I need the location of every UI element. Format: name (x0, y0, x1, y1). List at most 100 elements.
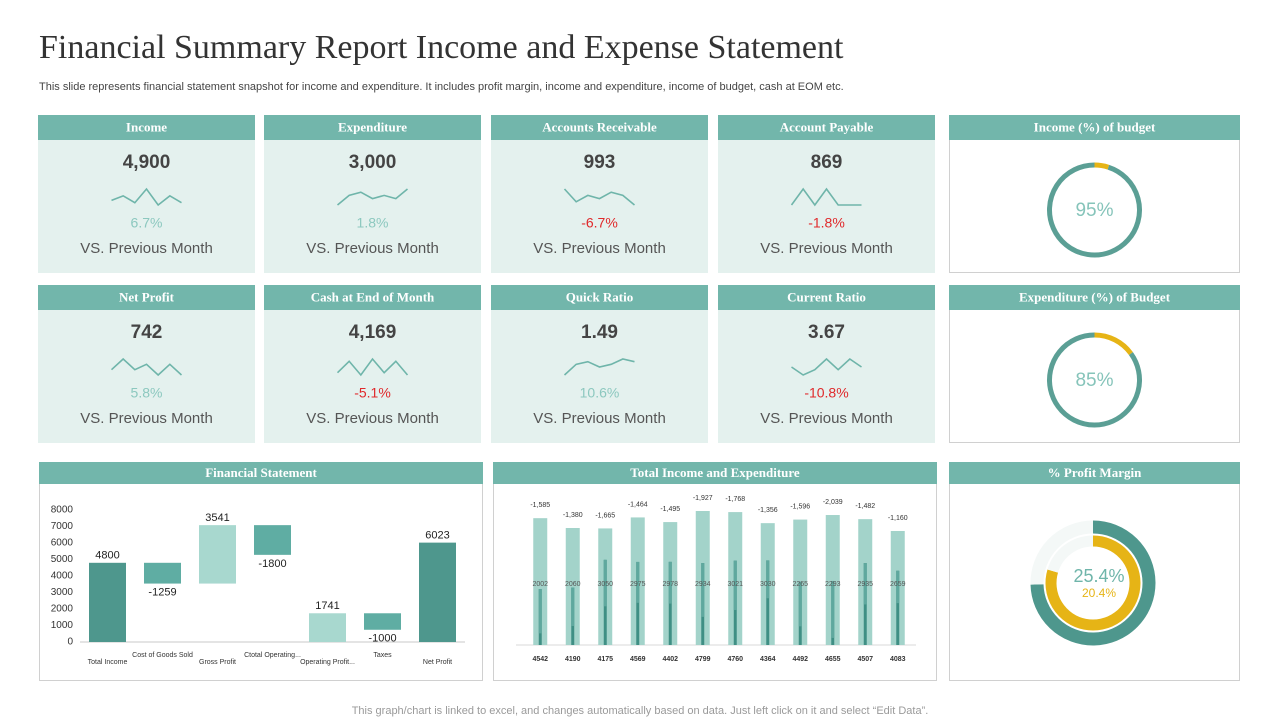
data-label: -1,768 (725, 496, 745, 503)
kpi-change: -5.1% (354, 385, 391, 401)
x-tick-label: Ctotal Operating... (244, 652, 301, 659)
data-label: 4364 (760, 656, 776, 663)
data-label: -1,596 (790, 503, 810, 510)
kpi-caption: VS. Previous Month (760, 240, 893, 257)
panel-header (264, 285, 481, 310)
x-tick-label: Taxes (373, 652, 392, 659)
panel-title: Expenditure (%) of Budget (1019, 289, 1171, 304)
panel-title: Income (%) of budget (1034, 119, 1156, 134)
sparkline (110, 357, 183, 377)
data-label: 4492 (792, 656, 808, 663)
difference-bar (798, 581, 802, 627)
data-label: -1,585 (530, 502, 550, 509)
gauge-panel (949, 285, 1240, 443)
y-tick-label: 7000 (51, 521, 74, 532)
donut-label: 25.4% (1073, 566, 1124, 586)
kpi-change: 1.8% (357, 215, 389, 231)
data-label: 3030 (760, 581, 776, 588)
x-tick-label: Cost of Goods Sold (132, 652, 193, 659)
expense-bar (766, 560, 770, 645)
data-label: -1,927 (693, 495, 713, 502)
data-label: -1000 (368, 633, 396, 645)
panel-title: Quick Ratio (566, 289, 634, 304)
footer-note: This graph/chart is linked to excel, and… (352, 705, 929, 717)
sparkline (336, 357, 409, 377)
kpi-caption: VS. Previous Month (533, 240, 666, 257)
gauge-arc (1047, 332, 1142, 428)
panel-title: Current Ratio (787, 289, 866, 304)
kpi-value: 869 (811, 152, 843, 173)
kpi-card (264, 115, 481, 273)
kpi-card (491, 285, 708, 443)
difference-bar (863, 563, 867, 605)
gauge-label: 85% (1075, 370, 1113, 391)
donut-remainder (1030, 520, 1156, 646)
sparkline (563, 358, 635, 376)
panel-header (39, 462, 483, 484)
kpi-caption: VS. Previous Month (80, 240, 213, 257)
kpi-change: 10.6% (580, 385, 620, 401)
expense-bar (636, 561, 640, 645)
data-label: 2935 (857, 581, 873, 588)
data-label: -1,665 (595, 512, 615, 519)
y-tick-label: 8000 (51, 505, 74, 516)
data-label: 4760 (727, 656, 743, 663)
kpi-change: 5.8% (131, 385, 163, 401)
panel-header (949, 462, 1240, 484)
data-label: -1,482 (855, 503, 875, 510)
waterfall-bar (254, 525, 291, 555)
gauge-panel (949, 115, 1240, 273)
difference-bar (766, 560, 770, 599)
panel-header (718, 115, 935, 140)
sparkline (111, 187, 182, 207)
kpi-value: 3.67 (808, 322, 845, 343)
donut-remainder (1045, 535, 1141, 631)
data-label: -1,160 (888, 515, 908, 522)
panel-title: Accounts Receivable (542, 119, 657, 134)
data-label: 2265 (792, 581, 808, 588)
waterfall-bar (364, 613, 401, 630)
data-label: 2293 (825, 581, 841, 588)
difference-bar (701, 563, 705, 617)
y-tick-label: 6000 (51, 538, 74, 549)
gauge-label: 95% (1075, 200, 1113, 221)
difference-bar (831, 580, 835, 638)
kpi-caption: VS. Previous Month (306, 410, 439, 427)
data-label: 4507 (857, 656, 873, 663)
kpi-value: 993 (584, 152, 616, 173)
kpi-card (718, 285, 935, 443)
difference-bar (538, 589, 542, 634)
data-label: 4655 (825, 656, 841, 663)
data-label: -1,356 (758, 507, 778, 514)
data-label: -2,039 (823, 499, 843, 506)
data-label: -1800 (258, 558, 286, 570)
sparkline (336, 188, 409, 206)
x-tick-label: Gross Profit (199, 659, 236, 666)
income-bar (825, 515, 840, 645)
data-label: 4800 (95, 550, 119, 562)
difference-bar (636, 561, 640, 603)
kpi-value: 4,900 (123, 152, 171, 173)
waterfall-bar (309, 613, 346, 642)
data-label: 4569 (630, 656, 646, 663)
panel-header (38, 115, 255, 140)
difference-bar (668, 561, 672, 604)
panel-header (949, 115, 1240, 140)
data-label: -1,380 (563, 512, 583, 519)
kpi-change: -10.8% (804, 385, 848, 401)
data-label: 4083 (890, 656, 906, 663)
income-bar (565, 528, 580, 645)
sparkline (790, 187, 862, 207)
y-tick-label: 3000 (51, 587, 74, 598)
kpi-card (264, 285, 481, 443)
kpi-card (718, 115, 935, 273)
data-label: 4175 (597, 656, 613, 663)
y-tick-label: 5000 (51, 554, 74, 565)
income-bar (533, 518, 548, 645)
difference-bar (603, 559, 607, 607)
kpi-change: -6.7% (581, 215, 618, 231)
kpi-caption: VS. Previous Month (80, 410, 213, 427)
kpi-change: -1.8% (808, 215, 845, 231)
panel-header (718, 285, 935, 310)
data-label: 4402 (662, 656, 678, 663)
